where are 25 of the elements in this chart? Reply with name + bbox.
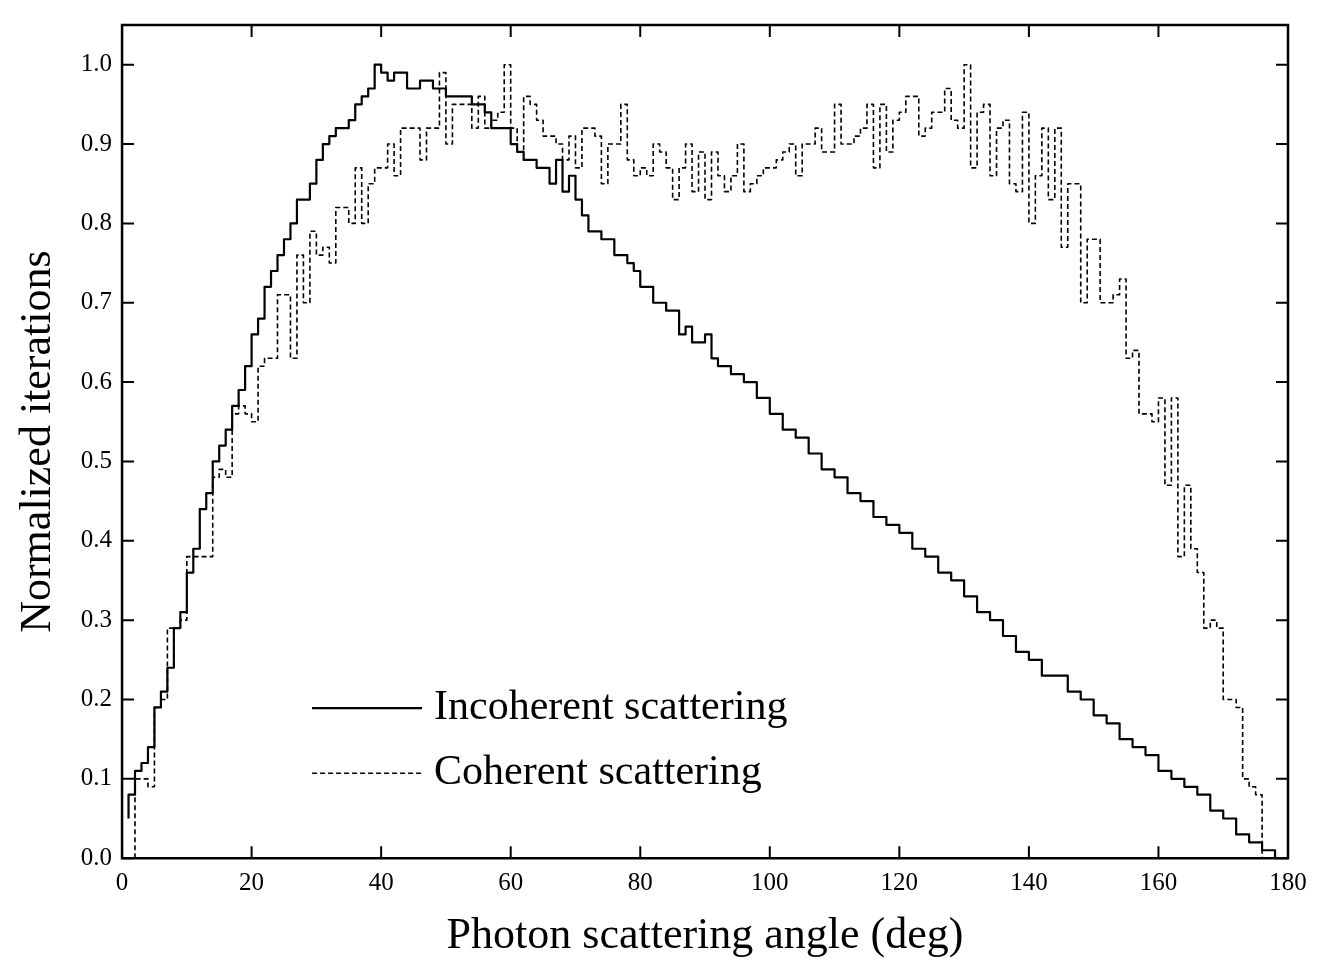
- y-tick-label: 1.0: [80, 49, 113, 77]
- x-tick-label: 160: [1139, 867, 1178, 895]
- x-tick-label: 20: [239, 867, 265, 895]
- y-tick-label: 0.3: [80, 604, 113, 632]
- x-tick-label: 80: [627, 867, 653, 895]
- x-tick-label: 180: [1269, 867, 1307, 895]
- y-tick-label: 0.4: [80, 525, 113, 553]
- y-tick-label: 0.6: [80, 366, 113, 394]
- y-tick-label: 0.9: [80, 128, 113, 156]
- y-tick-label: 0.2: [80, 684, 113, 712]
- x-tick-label: 60: [498, 867, 524, 895]
- y-axis-title: Normalized iterations: [10, 250, 60, 633]
- y-tick-label: 0.7: [80, 287, 113, 315]
- x-tick-label: 40: [368, 867, 394, 895]
- x-tick-label: 120: [880, 867, 919, 895]
- y-tick-label: 0.0: [80, 842, 113, 870]
- legend-label: Incoherent scattering: [434, 682, 788, 729]
- x-tick-label: 140: [1010, 867, 1048, 895]
- x-tick-label: 100: [751, 867, 789, 895]
- x-tick-label: 0: [115, 867, 129, 895]
- x-axis-title: Photon scattering angle (deg): [446, 909, 964, 959]
- y-tick-label: 0.5: [80, 446, 113, 473]
- legend-label: Coherent scattering: [434, 747, 762, 794]
- y-tick-label: 0.1: [80, 763, 113, 791]
- y-tick-label: 0.8: [80, 207, 113, 235]
